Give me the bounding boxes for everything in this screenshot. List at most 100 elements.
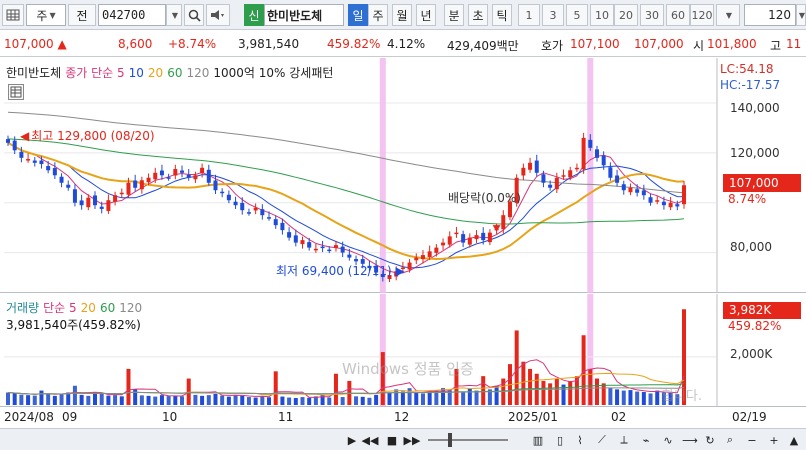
volume-bar: [166, 396, 171, 405]
candle-body: [39, 160, 44, 165]
legend-item: 10: [128, 66, 144, 80]
zoom-out-icon[interactable]: −: [747, 433, 757, 447]
candle-body: [213, 180, 218, 191]
period-tab[interactable]: 틱: [492, 4, 512, 26]
volume-bar: [287, 397, 292, 405]
symbol-dropdown-button[interactable]: ▼: [166, 4, 182, 26]
count-dropdown-button[interactable]: ▼: [796, 4, 806, 26]
candle-body: [668, 202, 673, 208]
period-tab[interactable]: 분: [444, 4, 464, 26]
interval-button[interactable]: 1: [518, 4, 540, 26]
line-icon[interactable]: ⌇: [577, 433, 583, 447]
volume-bar: [320, 394, 325, 405]
scroll-up-icon[interactable]: ▲: [789, 433, 799, 447]
search-icon[interactable]: ⌕: [726, 433, 734, 446]
volume-bar: [12, 393, 17, 405]
candle-body: [434, 247, 439, 253]
grid-menu-icon[interactable]: [2, 4, 24, 26]
candle-body: [354, 259, 359, 262]
search-button[interactable]: [184, 4, 204, 26]
stock-name-field[interactable]: 한미반도체: [264, 4, 344, 26]
prefix-button[interactable]: 전: [68, 4, 96, 26]
candle-body: [32, 160, 37, 163]
current-price: 107,000 ▲: [4, 37, 67, 51]
interval-button[interactable]: 30: [640, 4, 664, 26]
volume-bar: [6, 392, 10, 405]
interval-button[interactable]: 5: [566, 4, 588, 26]
volume-bar: [267, 397, 272, 405]
volume-bar: [213, 393, 218, 405]
volume-bar: [153, 396, 158, 405]
volume-bar: [621, 390, 626, 405]
event-highlight: [379, 294, 386, 406]
price-scale-80000: 80,000: [730, 240, 772, 254]
volume-bar: [407, 388, 412, 405]
candle-body: [59, 176, 64, 183]
period-tab[interactable]: 년: [416, 4, 436, 26]
volume-bar: [528, 368, 533, 405]
chevron-down-icon: ▼: [725, 10, 733, 20]
period-tab[interactable]: 월: [392, 4, 412, 26]
interval-button[interactable]: 60: [666, 4, 690, 26]
volume-chart[interactable]: [0, 294, 806, 406]
price-chart[interactable]: [0, 58, 806, 293]
event-highlight: [379, 58, 386, 293]
candle-body: [260, 209, 265, 216]
volume-bar: [581, 335, 586, 405]
zoom-in-icon[interactable]: +: [769, 433, 779, 447]
scroll-handle[interactable]: [448, 433, 452, 447]
candle-body: [200, 167, 205, 174]
chevron-down-icon: ▼: [171, 10, 179, 20]
volume-bar: [52, 395, 57, 405]
market-select[interactable]: 주 ▼: [26, 4, 66, 26]
tool-icon[interactable]: ⌁: [642, 433, 650, 447]
zoom-reset-icon[interactable]: ↻: [705, 433, 715, 447]
sound-button[interactable]: [206, 4, 230, 26]
candle-body: [641, 190, 646, 196]
trend-icon[interactable]: ⟋: [598, 433, 606, 446]
period-tab[interactable]: 주: [368, 4, 388, 26]
interval-button[interactable]: 10: [590, 4, 614, 26]
price-change-pct: +8.74%: [168, 37, 217, 51]
fast-forward-icon[interactable]: ▶▶: [403, 433, 421, 447]
interval-dropdown-button[interactable]: ▼: [716, 4, 740, 26]
candle-body: [86, 197, 91, 208]
high-price: 11: [786, 37, 802, 51]
volume-bar: [414, 392, 419, 405]
table-toggle-icon[interactable]: [8, 84, 24, 100]
volume-ratio: 459.82%: [327, 37, 381, 51]
volume-bar: [354, 396, 359, 405]
price-panel[interactable]: [0, 58, 806, 293]
interval-button[interactable]: 120: [690, 4, 714, 26]
volume-panel[interactable]: [0, 294, 806, 406]
candle-icon[interactable]: ▯: [556, 433, 564, 447]
volume-bar: [333, 373, 338, 405]
volume-bar: [327, 397, 332, 405]
rewind-icon[interactable]: ◀◀: [361, 433, 379, 447]
interval-button[interactable]: 20: [614, 4, 638, 26]
arrow-icon[interactable]: ⟶: [682, 433, 698, 447]
candle-body: [394, 271, 399, 277]
volume-bar: [668, 392, 673, 405]
wave-icon[interactable]: ∿: [663, 433, 673, 447]
ruler-icon[interactable]: ⟂: [620, 433, 628, 446]
candle-body: [240, 202, 245, 211]
bar-chart-icon[interactable]: ▥: [532, 433, 544, 447]
play-icon[interactable]: ▶: [347, 433, 357, 447]
volume-bar: [568, 380, 573, 405]
interval-button[interactable]: 3: [542, 4, 564, 26]
symbol-input[interactable]: 042700: [98, 4, 166, 26]
count-input[interactable]: 120: [744, 4, 796, 26]
candle-body: [534, 160, 539, 173]
period-tab[interactable]: 일: [348, 4, 368, 26]
period-tab[interactable]: 초: [468, 4, 488, 26]
candle-body: [293, 235, 298, 243]
volume-bar: [420, 393, 425, 405]
scroll-track[interactable]: [428, 439, 508, 441]
candle-body: [119, 192, 124, 195]
date-label: 11: [278, 410, 294, 424]
volume-bar: [675, 394, 680, 405]
stop-icon[interactable]: ■: [386, 433, 398, 447]
candle-body: [601, 155, 606, 166]
volume-bar: [106, 395, 111, 405]
